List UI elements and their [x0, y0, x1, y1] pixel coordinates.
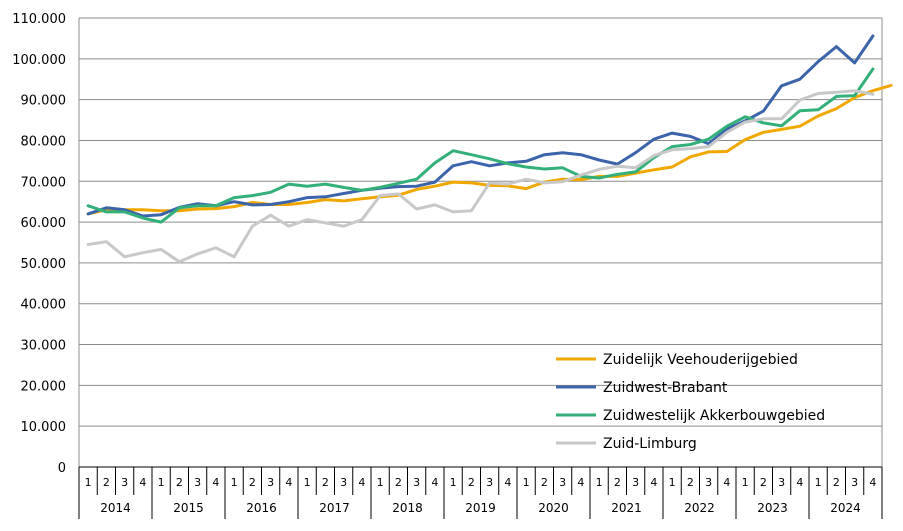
quarter-label: 3 [413, 476, 420, 489]
quarter-label: 3 [559, 476, 566, 489]
year-label: 2014 [100, 501, 131, 515]
quarter-label: 1 [669, 476, 676, 489]
y-tick-label: 30.000 [21, 339, 67, 354]
year-label: 2017 [319, 501, 350, 515]
quarter-label: 2 [249, 476, 256, 489]
quarter-label: 4 [139, 476, 146, 489]
quarter-label: 4 [577, 476, 584, 489]
quarter-label: 3 [778, 476, 785, 489]
legend-label: Zuidwest-Brabant [603, 380, 728, 396]
series-lines [86, 34, 893, 264]
year-label: 2023 [757, 501, 788, 515]
year-label: 2024 [830, 501, 861, 515]
quarter-label: 4 [285, 476, 292, 489]
quarter-label: 4 [504, 476, 511, 489]
legend: Zuidelijk Veehouderijgebied Zuidwest-Brab… [556, 352, 825, 452]
quarter-label: 2 [541, 476, 548, 489]
year-label: 2020 [538, 501, 569, 515]
year-label: 2021 [611, 501, 642, 515]
series-line-1 [86, 83, 893, 216]
quarter-label: 1 [231, 476, 238, 489]
quarter-label: 2 [468, 476, 475, 489]
quarter-label: 4 [431, 476, 438, 489]
quarter-label: 1 [158, 476, 165, 489]
y-tick-label: 0 [58, 461, 66, 476]
year-label: 2016 [246, 501, 277, 515]
y-tick-label: 60.000 [21, 216, 67, 231]
y-tick-label: 10.000 [21, 420, 67, 435]
quarter-label: 2 [176, 476, 183, 489]
quarter-label: 3 [705, 476, 712, 489]
quarter-label: 3 [121, 476, 128, 489]
quarter-label: 4 [796, 476, 803, 489]
quarter-label: 1 [377, 476, 384, 489]
series-line-4 [86, 89, 875, 264]
legend-label: Zuid-Limburg [603, 436, 697, 452]
quarter-label: 1 [304, 476, 311, 489]
y-tick-label: 40.000 [21, 298, 67, 313]
y-tick-label: 90.000 [21, 94, 67, 109]
y-tick-label: 50.000 [21, 257, 67, 272]
series-line-3 [86, 67, 875, 224]
quarter-label: 2 [103, 476, 110, 489]
legend-label: Zuidelijk Veehouderijgebied [603, 352, 798, 368]
quarter-label: 2 [760, 476, 767, 489]
quarter-label: 4 [723, 476, 730, 489]
quarter-label: 4 [212, 476, 219, 489]
y-tick-label: 70.000 [21, 175, 67, 190]
grid [78, 17, 883, 467]
quarter-label: 1 [815, 476, 822, 489]
series-line-2 [86, 34, 875, 218]
quarter-label: 4 [869, 476, 876, 489]
quarter-label: 2 [833, 476, 840, 489]
y-tick-label: 80.000 [21, 134, 67, 149]
quarter-label: 4 [358, 476, 365, 489]
quarter-label: 2 [614, 476, 621, 489]
year-label: 2019 [465, 501, 496, 515]
y-axis: 0 10.000 20.000 30.000 40.000 50.000 60.000 70.… [12, 12, 66, 476]
year-label: 2022 [684, 501, 715, 515]
y-tick-label: 110.000 [12, 12, 66, 27]
quarter-label: 3 [632, 476, 639, 489]
quarter-label: 1 [85, 476, 92, 489]
quarter-label: 1 [742, 476, 749, 489]
quarter-label: 2 [322, 476, 329, 489]
y-tick-label: 100.000 [12, 53, 66, 68]
year-label: 2015 [173, 501, 204, 515]
year-label: 2018 [392, 501, 423, 515]
legend-label: Zuidwestelijk Akkerbouwgebied [603, 408, 825, 424]
quarter-label: 1 [523, 476, 530, 489]
quarter-label: 2 [395, 476, 402, 489]
quarter-label: 3 [851, 476, 858, 489]
quarter-label: 1 [450, 476, 457, 489]
quarter-label: 3 [340, 476, 347, 489]
quarter-label: 3 [267, 476, 274, 489]
quarter-label: 3 [194, 476, 201, 489]
quarter-label: 4 [650, 476, 657, 489]
quarter-label: 1 [596, 476, 603, 489]
quarter-label: 3 [486, 476, 493, 489]
y-tick-label: 20.000 [21, 379, 67, 394]
quarter-label: 2 [687, 476, 694, 489]
